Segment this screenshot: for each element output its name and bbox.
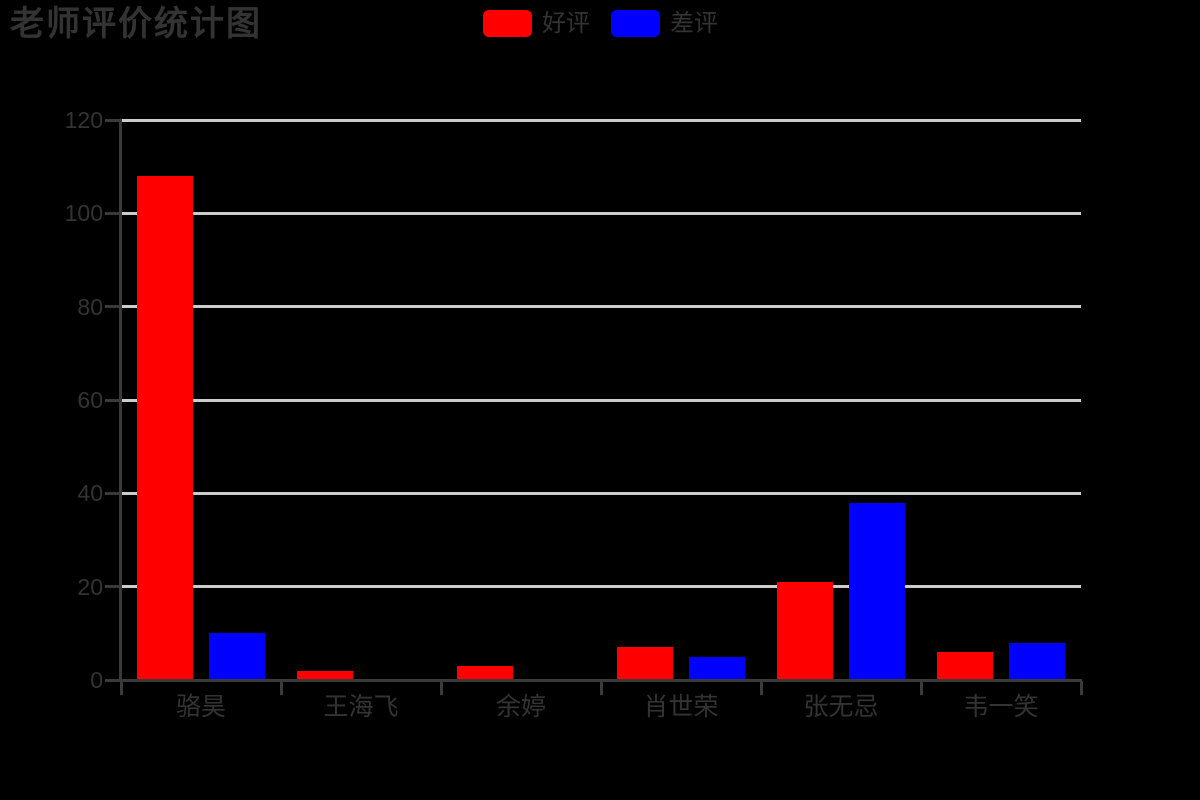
y-tick-label-120: 120 bbox=[64, 107, 103, 133]
x-tick-3 bbox=[599, 681, 603, 695]
y-tick-label-0: 0 bbox=[90, 667, 103, 693]
y-tick-40 bbox=[105, 491, 121, 495]
x-tick-6 bbox=[1079, 681, 1083, 695]
y-tick-80 bbox=[105, 305, 121, 309]
gridline-100 bbox=[121, 211, 1081, 215]
gridline-60 bbox=[121, 398, 1081, 402]
y-tick-60 bbox=[105, 398, 121, 402]
bar-s1-c4 bbox=[849, 502, 905, 680]
x-cat-label-4: 张无忌 bbox=[803, 693, 879, 721]
x-tick-2 bbox=[439, 681, 443, 695]
x-tick-5 bbox=[919, 681, 923, 695]
legend-item-positive[interactable]: 好评 bbox=[483, 10, 590, 37]
bar-s0-c5 bbox=[937, 652, 993, 680]
x-cat-label-3: 肖世荣 bbox=[643, 693, 719, 721]
x-cat-label-0: 骆昊 bbox=[175, 693, 226, 721]
legend: 好评 差评 bbox=[483, 10, 718, 37]
x-tick-4 bbox=[759, 681, 763, 695]
y-tick-120 bbox=[105, 118, 121, 122]
chart-title: 老师评价统计图 bbox=[10, 5, 262, 43]
x-axis-line bbox=[119, 678, 1082, 682]
legend-item-negative[interactable]: 差评 bbox=[611, 10, 718, 37]
x-tick-1 bbox=[279, 681, 283, 695]
y-tick-100 bbox=[105, 211, 121, 215]
y-tick-label-40: 40 bbox=[77, 480, 103, 507]
gridline-40 bbox=[121, 491, 1081, 495]
x-tick-0 bbox=[119, 681, 123, 695]
bar-s0-c0 bbox=[137, 176, 193, 680]
legend-swatch-positive-icon bbox=[483, 10, 532, 37]
gridline-120 bbox=[121, 118, 1081, 122]
bar-s0-c4 bbox=[777, 582, 833, 680]
bar-s0-c1 bbox=[297, 670, 353, 680]
bar-s1-c5 bbox=[1009, 642, 1065, 680]
gridline-80 bbox=[121, 305, 1081, 309]
y-tick-label-60: 60 bbox=[77, 387, 103, 413]
bar-s1-c3 bbox=[689, 656, 745, 680]
bar-s1-c0 bbox=[209, 633, 265, 680]
bar-s0-c3 bbox=[617, 647, 673, 680]
x-cat-label-1: 王海飞 bbox=[323, 693, 399, 721]
x-cat-label-5: 韦一笑 bbox=[963, 693, 1039, 721]
y-tick-0 bbox=[105, 678, 121, 682]
legend-label-negative: 差评 bbox=[670, 10, 718, 37]
y-tick-label-100: 100 bbox=[64, 200, 103, 227]
y-tick-20 bbox=[105, 585, 121, 589]
y-tick-label-80: 80 bbox=[77, 293, 103, 320]
x-cat-label-2: 余婷 bbox=[495, 693, 546, 721]
y-tick-label-20: 20 bbox=[77, 573, 103, 600]
gridline-20 bbox=[121, 585, 1081, 589]
legend-swatch-negative-icon bbox=[611, 10, 660, 37]
legend-label-positive: 好评 bbox=[542, 10, 590, 37]
bar-s0-c2 bbox=[457, 666, 513, 680]
